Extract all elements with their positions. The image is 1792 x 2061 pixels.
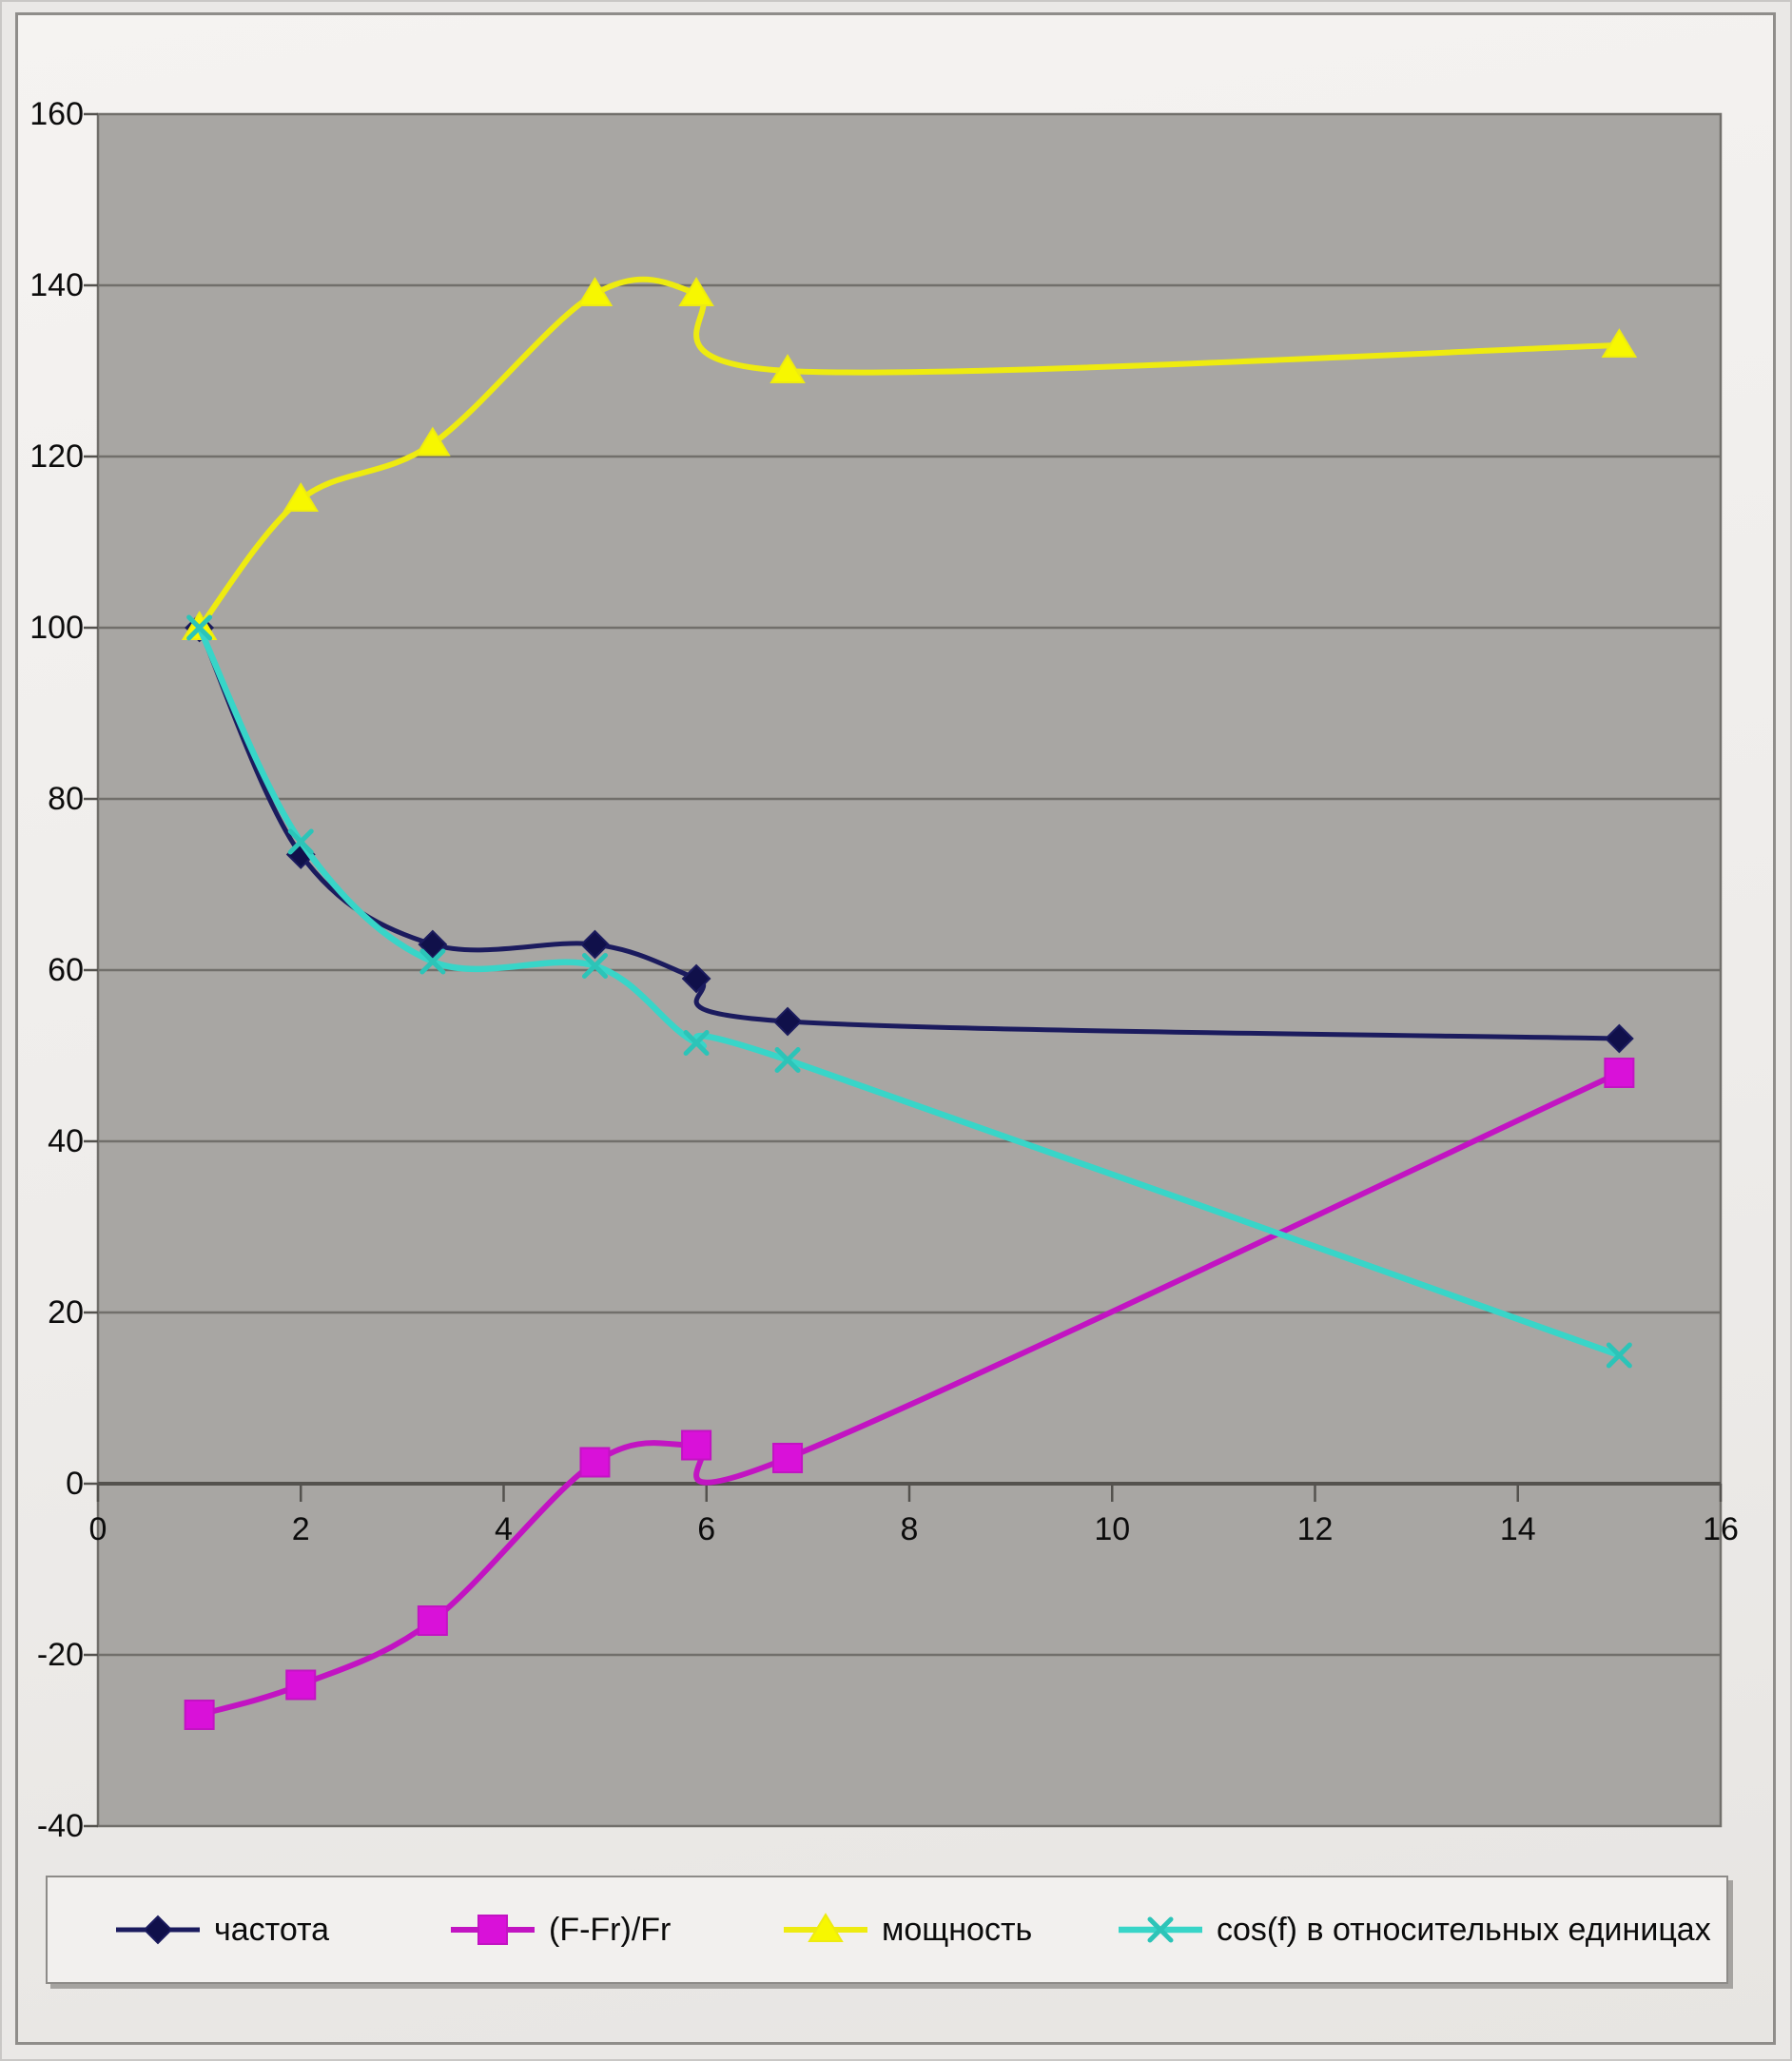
data-point-square bbox=[681, 1429, 712, 1461]
data-point-triangle bbox=[576, 277, 614, 306]
data-point-square bbox=[579, 1447, 611, 1478]
legend-item-4: cos(f) в относительных единицах bbox=[1117, 1909, 1711, 1951]
data-point-diamond bbox=[418, 929, 448, 960]
data-point-square bbox=[772, 1443, 804, 1473]
legend-marker-diamond-icon bbox=[116, 1915, 200, 1945]
legend-item-label: cos(f) в относительных единицах bbox=[1217, 1911, 1711, 1948]
legend-item-3: мощность bbox=[782, 1909, 1032, 1951]
data-point-triangle bbox=[769, 354, 806, 383]
data-point-x bbox=[581, 953, 608, 979]
chart-legend: частота (F-Fr)/Fr мощность cos(f) в относит… bbox=[46, 1876, 1728, 1984]
data-point-square bbox=[184, 1700, 215, 1730]
legend-item-1: частота bbox=[114, 1909, 329, 1951]
data-point-x bbox=[287, 828, 314, 855]
data-point-x bbox=[419, 948, 446, 975]
data-point-triangle bbox=[808, 1913, 844, 1942]
data-point-square bbox=[285, 1669, 317, 1701]
series-4 bbox=[186, 614, 1632, 1369]
legend-item-label: частота bbox=[214, 1911, 330, 1948]
data-point-x bbox=[683, 1030, 710, 1056]
data-point-square bbox=[1604, 1058, 1635, 1088]
data-point-diamond bbox=[681, 963, 711, 994]
legend-item-2: (F-Fr)/Fr bbox=[449, 1909, 671, 1951]
legend-marker-triangle-icon bbox=[784, 1913, 867, 1942]
series-line bbox=[196, 276, 1623, 631]
data-point-diamond bbox=[1604, 1023, 1634, 1054]
data-point-diamond bbox=[143, 1915, 173, 1945]
legend-item-label: мощность bbox=[882, 1911, 1033, 1948]
data-point-triangle bbox=[282, 482, 320, 512]
data-point-square bbox=[417, 1605, 448, 1636]
legend-marker-x-icon bbox=[1119, 1916, 1202, 1943]
data-point-triangle bbox=[1601, 328, 1638, 358]
data-point-x bbox=[1147, 1916, 1174, 1943]
data-point-diamond bbox=[580, 929, 610, 960]
data-point-x bbox=[1606, 1342, 1632, 1369]
data-point-x bbox=[186, 614, 213, 641]
data-point-x bbox=[774, 1047, 801, 1073]
series-2 bbox=[184, 1058, 1635, 1730]
data-point-square bbox=[477, 1915, 508, 1945]
legend-item-label: (F-Fr)/Fr bbox=[549, 1911, 672, 1948]
data-point-triangle bbox=[415, 426, 451, 457]
data-point-triangle bbox=[678, 277, 714, 306]
legend-marker-square-icon bbox=[451, 1915, 535, 1945]
data-point-diamond bbox=[772, 1006, 803, 1037]
